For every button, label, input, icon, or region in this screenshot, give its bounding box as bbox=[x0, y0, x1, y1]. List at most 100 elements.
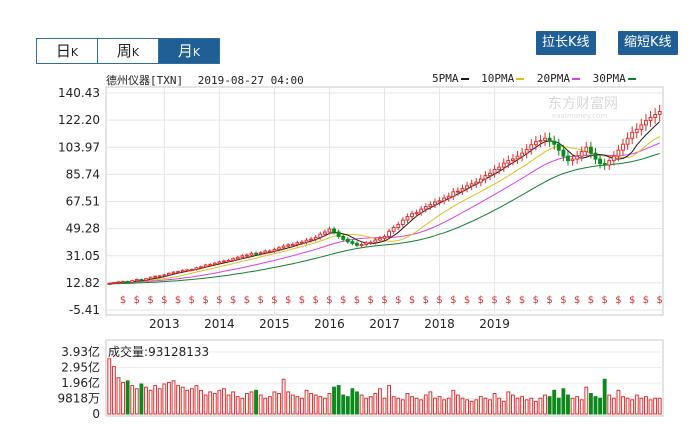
x-tick-label: 2017 bbox=[369, 317, 400, 331]
dividend-marker: $ bbox=[560, 295, 566, 306]
volume-bar bbox=[272, 391, 277, 415]
candle-body bbox=[653, 113, 658, 118]
candle-body bbox=[290, 243, 295, 246]
volume-bar bbox=[588, 392, 593, 415]
dividend-marker: $ bbox=[533, 295, 539, 306]
volume-bar bbox=[341, 394, 346, 415]
volume-bar bbox=[414, 397, 419, 415]
candle-body bbox=[621, 143, 625, 151]
ma-legend: 5PMA 10PMA 20PMA 30PMA bbox=[432, 72, 642, 85]
candle-body bbox=[483, 175, 488, 180]
volume-bar bbox=[621, 396, 625, 415]
volume-bar bbox=[295, 396, 300, 415]
volume-bar bbox=[286, 391, 291, 415]
candle-body bbox=[157, 275, 162, 278]
volume-bar bbox=[157, 388, 162, 415]
candle-body bbox=[318, 233, 323, 238]
volume-bar bbox=[607, 394, 612, 415]
volume-bar bbox=[313, 394, 318, 415]
tab-daily-k[interactable]: 日K bbox=[36, 38, 98, 64]
volume-bar bbox=[144, 386, 148, 415]
volume-bar bbox=[263, 397, 268, 415]
candle-body bbox=[189, 269, 194, 272]
dividend-marker: $ bbox=[271, 295, 277, 306]
dividend-marker: $ bbox=[161, 295, 167, 306]
dividend-marker: $ bbox=[629, 295, 635, 306]
volume-bar bbox=[639, 397, 644, 415]
candle-body bbox=[465, 185, 469, 190]
volume-bar bbox=[575, 396, 580, 415]
candle-body bbox=[414, 212, 419, 215]
volume-bar bbox=[373, 392, 378, 415]
volume-bar bbox=[391, 396, 396, 415]
candle-body bbox=[231, 258, 236, 261]
candle-body bbox=[235, 256, 240, 260]
tab-weekly-k[interactable]: 周K bbox=[97, 38, 159, 64]
volume-bar bbox=[566, 394, 570, 415]
candle-body bbox=[185, 269, 190, 272]
dividend-marker: $ bbox=[147, 295, 153, 306]
volume-bar bbox=[511, 394, 515, 415]
volume-label: 成交量:93128133 bbox=[108, 345, 210, 359]
volume-bar bbox=[153, 385, 158, 415]
candle-body bbox=[327, 228, 332, 233]
dividend-marker: $ bbox=[244, 295, 250, 306]
volume-bar bbox=[593, 396, 598, 415]
volume-tick-label: 0 bbox=[92, 407, 100, 421]
volume-bar bbox=[653, 397, 658, 415]
candle-body bbox=[277, 247, 281, 250]
stretch-k-button[interactable]: 拉长K线 bbox=[536, 31, 596, 55]
volume-bar bbox=[166, 381, 171, 415]
candle-body bbox=[423, 206, 428, 210]
volume-tick-label: 2.95亿 bbox=[61, 359, 100, 374]
candle-body bbox=[309, 238, 314, 241]
x-tick-label: 2013 bbox=[149, 317, 180, 331]
volume-bar bbox=[552, 389, 557, 415]
candle-body bbox=[107, 282, 112, 285]
candle-body bbox=[556, 143, 561, 151]
candle-body bbox=[460, 188, 465, 192]
candle-body bbox=[538, 140, 543, 143]
dividend-marker: $ bbox=[216, 295, 222, 306]
volume-bar bbox=[446, 397, 451, 415]
volume-bar bbox=[332, 386, 336, 415]
volume-bar bbox=[176, 385, 181, 415]
volume-bar bbox=[497, 397, 502, 415]
candle-body bbox=[391, 227, 396, 232]
dividend-marker: $ bbox=[257, 295, 263, 306]
volume-bar bbox=[602, 378, 607, 415]
volume-bar bbox=[377, 388, 382, 415]
volume-bar bbox=[180, 386, 185, 415]
volume-bar bbox=[437, 396, 442, 415]
candle-body bbox=[194, 267, 199, 271]
volume-bar bbox=[561, 388, 566, 415]
volume-bar bbox=[419, 399, 424, 415]
dividend-marker: $ bbox=[395, 295, 401, 306]
shorten-k-button[interactable]: 缩短K线 bbox=[618, 31, 678, 55]
candle-body bbox=[616, 149, 621, 157]
stock-name: 德州仪器[TXN] bbox=[106, 74, 184, 87]
volume-bar bbox=[579, 399, 584, 415]
candle-body bbox=[552, 140, 557, 145]
volume-bar bbox=[515, 397, 520, 415]
dividend-marker: $ bbox=[464, 295, 470, 306]
candle-body bbox=[639, 124, 644, 130]
price-tick-label: 85.74 bbox=[66, 167, 100, 181]
dividend-marker: $ bbox=[381, 295, 387, 306]
candle-body bbox=[249, 252, 254, 256]
candle-body bbox=[520, 152, 525, 157]
candle-body bbox=[387, 230, 392, 237]
volume-bar bbox=[318, 396, 323, 415]
ma-legend-5: 5PMA bbox=[432, 72, 475, 85]
dividend-marker: $ bbox=[175, 295, 181, 306]
tab-monthly-k[interactable]: 月K bbox=[158, 38, 220, 64]
candle-body bbox=[116, 281, 121, 284]
candle-body bbox=[258, 252, 263, 255]
stock-datetime: 2019-08-27 04:00 bbox=[197, 74, 304, 87]
candle-body bbox=[634, 128, 639, 133]
volume-bar bbox=[300, 397, 304, 415]
candle-body bbox=[153, 275, 158, 278]
dividend-marker: $ bbox=[354, 295, 360, 306]
candle-body bbox=[180, 269, 185, 273]
